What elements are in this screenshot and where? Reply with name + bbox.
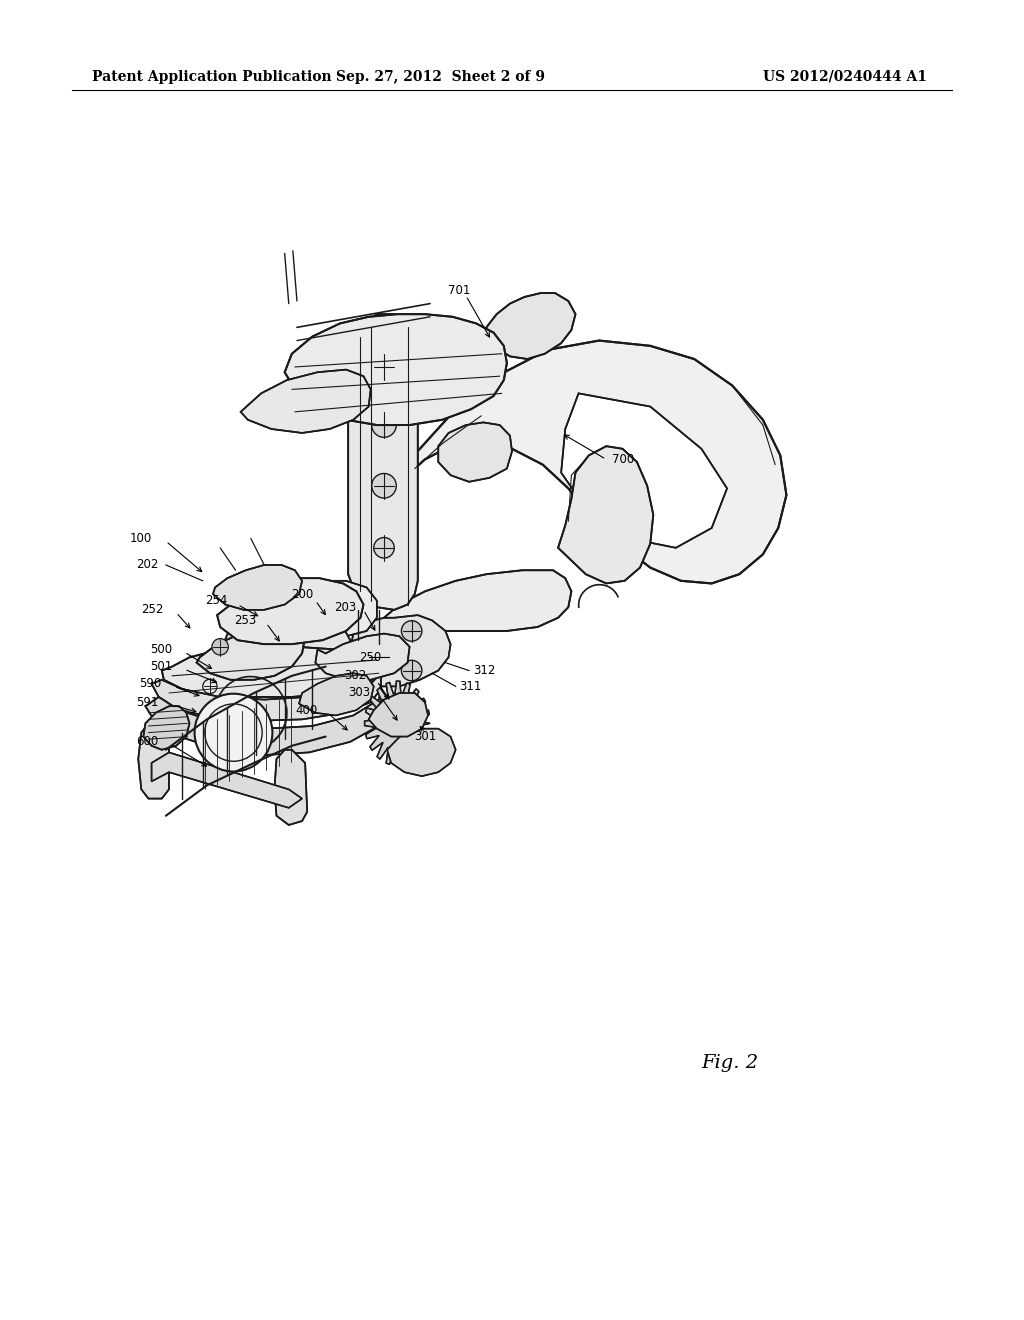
Circle shape <box>372 413 396 437</box>
Text: Sep. 27, 2012  Sheet 2 of 9: Sep. 27, 2012 Sheet 2 of 9 <box>336 70 545 83</box>
Text: 302: 302 <box>344 669 367 682</box>
Polygon shape <box>274 750 307 825</box>
Polygon shape <box>486 293 575 359</box>
Polygon shape <box>558 446 653 583</box>
Polygon shape <box>384 570 571 631</box>
Polygon shape <box>217 578 364 644</box>
Text: 701: 701 <box>447 284 470 297</box>
Text: 400: 400 <box>295 704 317 717</box>
Text: 311: 311 <box>459 680 481 693</box>
Polygon shape <box>299 673 374 715</box>
Text: Fig. 2: Fig. 2 <box>701 1053 759 1072</box>
Text: 301: 301 <box>414 730 436 743</box>
Polygon shape <box>143 706 189 750</box>
Polygon shape <box>438 422 512 482</box>
Polygon shape <box>162 647 377 697</box>
Circle shape <box>374 537 394 558</box>
Polygon shape <box>241 370 371 433</box>
Circle shape <box>372 355 396 379</box>
Text: 203: 203 <box>334 601 356 614</box>
Text: 252: 252 <box>141 603 164 616</box>
Circle shape <box>195 694 272 771</box>
Text: 253: 253 <box>233 614 256 627</box>
Text: 303: 303 <box>348 686 371 700</box>
Polygon shape <box>197 623 305 680</box>
Circle shape <box>212 639 228 655</box>
Text: US 2012/0240444 A1: US 2012/0240444 A1 <box>763 70 927 83</box>
Circle shape <box>401 660 422 681</box>
Polygon shape <box>152 673 381 721</box>
Polygon shape <box>387 729 456 776</box>
Text: 200: 200 <box>291 587 313 601</box>
Polygon shape <box>394 341 786 583</box>
Polygon shape <box>369 693 428 737</box>
Polygon shape <box>348 314 418 610</box>
Text: 590: 590 <box>139 677 162 690</box>
Polygon shape <box>213 565 302 610</box>
Polygon shape <box>268 581 377 636</box>
Text: 591: 591 <box>136 696 159 709</box>
Text: 312: 312 <box>473 664 496 677</box>
Polygon shape <box>145 689 381 755</box>
Polygon shape <box>138 719 169 799</box>
Text: 254: 254 <box>205 594 227 607</box>
Polygon shape <box>315 634 410 680</box>
Text: 250: 250 <box>358 651 381 664</box>
Text: Patent Application Publication: Patent Application Publication <box>92 70 332 83</box>
Text: 501: 501 <box>150 660 172 673</box>
Polygon shape <box>152 752 302 808</box>
Text: 100: 100 <box>129 532 152 545</box>
Circle shape <box>401 620 422 642</box>
Polygon shape <box>365 681 430 766</box>
Polygon shape <box>223 614 350 684</box>
Polygon shape <box>285 314 507 425</box>
Text: 700: 700 <box>612 453 635 466</box>
Polygon shape <box>561 393 727 548</box>
Text: 600: 600 <box>136 735 159 748</box>
Text: 202: 202 <box>136 558 159 572</box>
Polygon shape <box>350 615 451 686</box>
Text: 500: 500 <box>150 643 172 656</box>
Circle shape <box>372 474 396 498</box>
